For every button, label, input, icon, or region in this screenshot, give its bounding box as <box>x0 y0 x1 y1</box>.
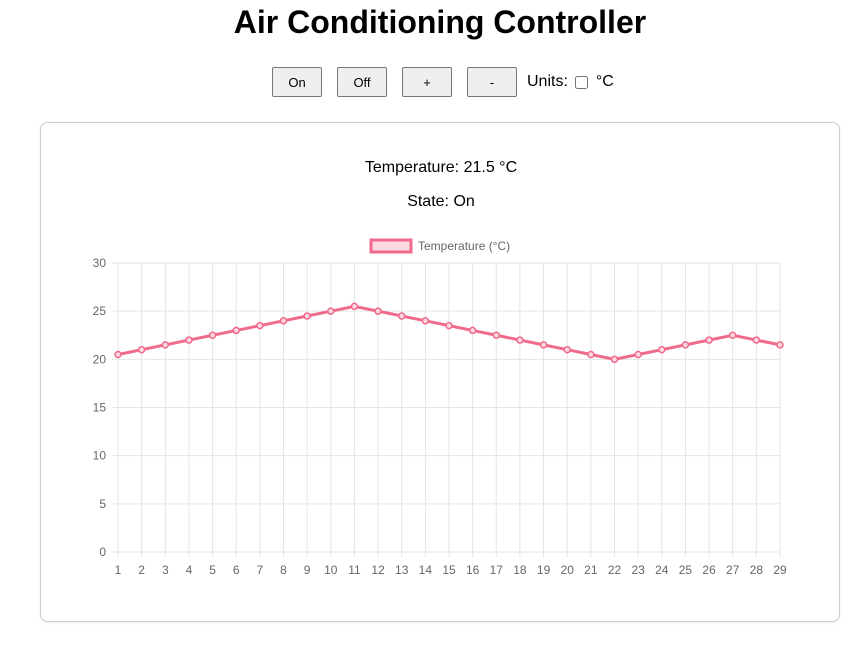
temperature-data-point <box>397 312 406 320</box>
temperature-data-point <box>539 341 548 349</box>
control-bar: On Off + - Units: °C <box>272 67 614 97</box>
temperature-data-point <box>563 345 571 354</box>
units-toggle-checkbox[interactable] <box>574 75 588 89</box>
temperature-label: Temperature: <box>364 159 460 176</box>
units-value: °C <box>595 73 614 90</box>
temperature-data-point <box>114 350 122 359</box>
x-tick-label: 14 <box>419 563 433 577</box>
temperature-data-point <box>303 312 311 320</box>
x-tick-label: 24 <box>655 563 669 577</box>
y-tick-label: 5 <box>99 497 106 511</box>
decrease-temperature-button[interactable]: - <box>467 67 517 97</box>
y-tick-label: 0 <box>99 545 106 559</box>
temperature-data-point <box>492 331 501 339</box>
x-tick-label: 22 <box>608 563 622 577</box>
temperature-data-point <box>681 341 690 349</box>
temperature-data-point <box>752 336 761 344</box>
temperature-data-point <box>468 326 477 335</box>
x-tick-label: 1 <box>115 563 122 577</box>
temperature-unit: °C <box>499 159 518 176</box>
chart-legend: Temperature (°C) <box>369 238 510 254</box>
units-label: Units: <box>527 73 568 90</box>
temperature-data-point <box>445 321 453 330</box>
temperature-data-point <box>208 331 217 339</box>
x-tick-label: 2 <box>138 563 145 577</box>
chart-series <box>114 302 784 364</box>
x-tick-label: 17 <box>490 563 504 577</box>
y-tick-label: 20 <box>93 352 107 366</box>
x-tick-label: 19 <box>537 563 551 577</box>
temperature-data-point <box>279 317 288 325</box>
chart-axes: 1 2 3 4 5 6 7 8 9 10 11 12 13 14 15 16 17 18 19 20 21 22 23 24 2… <box>93 256 787 577</box>
temperature-data-point <box>185 336 193 344</box>
state-readout: State: On <box>41 192 841 212</box>
y-tick-label: 15 <box>93 401 107 415</box>
x-tick-label: 18 <box>513 563 527 577</box>
temperature-data-point <box>728 331 737 339</box>
x-tick-label: 26 <box>702 563 716 577</box>
increase-temperature-button[interactable]: + <box>402 67 452 97</box>
x-tick-label: 8 <box>280 563 287 577</box>
x-tick-label: 4 <box>186 563 193 577</box>
temperature-value: 21.5 <box>463 159 495 176</box>
temperature-line-chart: 1 2 3 4 5 6 7 8 9 10 11 12 13 14 15 16 17 18 19 20 21 22 23 24 2… <box>93 238 787 577</box>
x-tick-label: 10 <box>324 563 338 577</box>
x-tick-label: 6 <box>233 563 240 577</box>
temperature-data-point <box>350 302 359 311</box>
state-value: On <box>453 193 475 210</box>
y-tick-label: 25 <box>93 304 107 318</box>
on-button[interactable]: On <box>272 67 322 97</box>
temperature-data-point <box>256 321 264 330</box>
x-tick-label: 7 <box>257 563 264 577</box>
temperature-data-point <box>516 336 524 344</box>
legend-label: Temperature (°C) <box>418 239 510 253</box>
x-tick-label: 25 <box>679 563 693 577</box>
temperature-data-point <box>327 307 335 315</box>
temperature-data-point <box>658 345 666 354</box>
legend-swatch <box>369 238 413 254</box>
temperature-data-point <box>374 307 382 315</box>
x-tick-label: 20 <box>561 563 575 577</box>
off-button[interactable]: Off <box>337 67 387 97</box>
x-tick-label: 21 <box>584 563 598 577</box>
x-tick-label: 16 <box>466 563 480 577</box>
temperature-data-point <box>587 350 595 359</box>
x-tick-label: 9 <box>304 563 311 577</box>
temperature-data-point <box>610 355 619 364</box>
x-tick-label: 5 <box>209 563 216 577</box>
temperature-data-point <box>232 326 240 335</box>
state-label: State: <box>407 193 449 210</box>
x-tick-label: 12 <box>371 563 385 577</box>
temperature-readout: Temperature: 21.5 °C <box>41 158 841 178</box>
x-tick-label: 28 <box>750 563 764 577</box>
x-tick-label: 23 <box>631 563 645 577</box>
y-tick-label: 10 <box>93 449 107 463</box>
x-tick-label: 27 <box>726 563 740 577</box>
page-title: Air Conditioning Controller <box>233 4 647 40</box>
x-tick-label: 11 <box>348 563 361 577</box>
chart-grid <box>112 262 781 557</box>
temperature-data-point <box>137 345 146 354</box>
x-tick-label: 15 <box>442 563 456 577</box>
x-tick-label: 29 <box>773 563 787 577</box>
temperature-data-point <box>161 341 170 349</box>
y-tick-label: 30 <box>93 256 107 270</box>
temperature-data-point <box>705 336 713 344</box>
temperature-data-point <box>634 350 642 359</box>
temperature-data-point <box>421 317 430 325</box>
x-tick-label: 3 <box>162 563 169 577</box>
x-tick-label: 13 <box>395 563 409 577</box>
temperature-data-point <box>776 341 784 349</box>
